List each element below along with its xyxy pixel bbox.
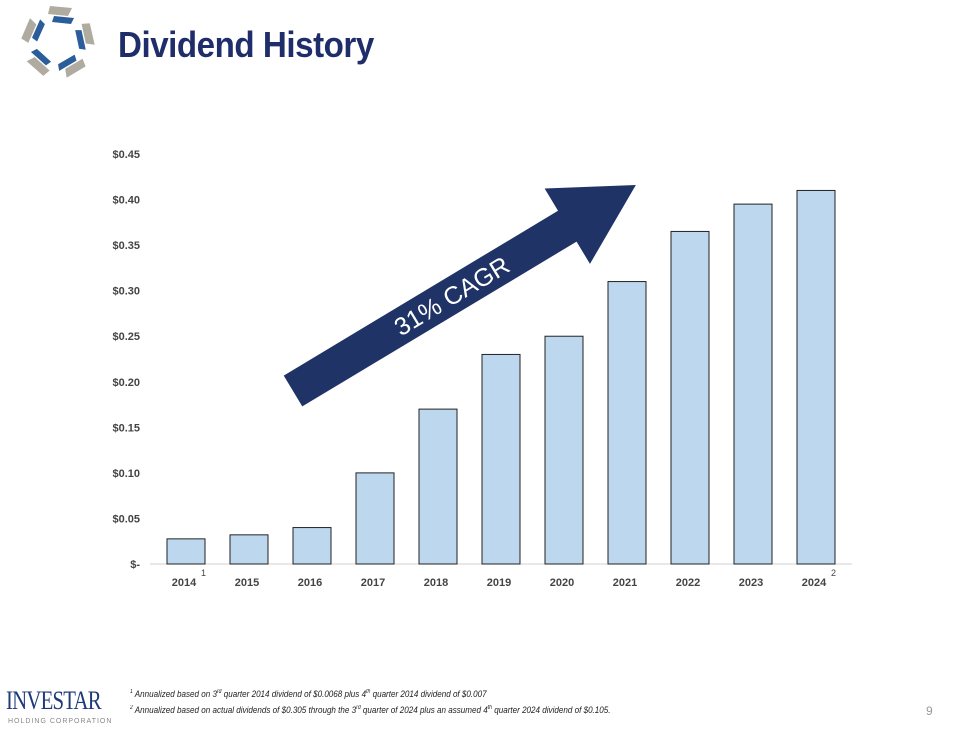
dividend-bar-chart: $- $0.05 $0.10 $0.15 $0.20 $0.25 $0.30 $0.35 $0.…	[112, 149, 852, 589]
bar-2020	[544, 335, 584, 565]
footer-brand-sub: HOLDING CORPORATION	[8, 718, 113, 725]
x-tick-label: 2016	[298, 577, 322, 589]
x-tick-label: 2015	[235, 577, 259, 589]
x-tick-label: 2019	[487, 577, 511, 589]
x-tick-label: 2021	[613, 577, 637, 589]
x-tick-label: 2022	[676, 577, 700, 589]
x-tick-label: 2018	[424, 577, 448, 589]
x-tick-label: 2023	[739, 577, 763, 589]
x-tick-label: 2024	[802, 577, 827, 589]
y-tick-label: $0.10	[112, 468, 140, 480]
footnote-num: 1	[130, 689, 133, 695]
y-tick-label: $0.15	[112, 422, 140, 434]
cagr-arrow: 31% CAGR	[283, 184, 636, 407]
bar-2017	[355, 472, 395, 565]
x-tick-label: 2020	[550, 577, 574, 589]
x-tick-label: 2014	[172, 577, 197, 589]
y-tick-label: $0.25	[112, 331, 140, 343]
y-tick-label: $0.40	[112, 195, 140, 207]
bar-2024	[796, 189, 836, 565]
y-tick-label: $0.30	[112, 286, 140, 298]
fn-text: quarter 2014 dividend of $0.0068 plus 4	[221, 689, 367, 700]
bar-2021	[607, 281, 647, 565]
fn-text: quarter 2014 dividend of $0.007	[370, 689, 487, 700]
footnote-num: 2	[130, 705, 133, 711]
footnote-1: 1 Annualized based on 3rd quarter 2014 d…	[130, 689, 487, 701]
arrow-shape	[283, 184, 636, 407]
bar-2022	[670, 230, 710, 565]
page-title: Dividend History	[118, 24, 374, 65]
fn-sup: rd	[216, 689, 222, 695]
x-tick-superscript: 2	[831, 568, 836, 578]
bar-2018	[418, 408, 458, 565]
bar-2014	[166, 538, 206, 565]
x-tick-label: 2017	[361, 577, 385, 589]
bar-2019	[481, 353, 521, 565]
fn-sup: th	[366, 689, 371, 695]
company-logo	[20, 6, 98, 81]
y-tick-label: $0.35	[112, 240, 140, 252]
y-tick-label: $0.20	[112, 377, 140, 389]
fn-text: Annualized based on 3	[134, 689, 217, 700]
bar-2015	[229, 534, 269, 565]
y-tick-label: $-	[130, 559, 140, 571]
bar-2016	[292, 527, 332, 565]
fn-sup: th	[487, 705, 492, 711]
fn-text: quarter 2024 dividend of $0.105.	[491, 705, 611, 716]
y-tick-label: $0.45	[112, 149, 140, 161]
bar-2023	[733, 203, 773, 565]
page-number: 9	[926, 704, 933, 718]
y-tick-label: $0.05	[112, 513, 140, 525]
cagr-label: 31% CAGR	[389, 251, 514, 342]
x-tick-superscript: 1	[201, 568, 206, 578]
fn-text: Annualized based on actual dividends of …	[134, 705, 357, 716]
footnote-2: 2 Annualized based on actual dividends o…	[130, 705, 611, 717]
fn-text: quarter of 2024 plus an assumed 4	[360, 705, 488, 716]
footer-brand-logo: INVESTAR	[6, 686, 102, 715]
fn-sup: rd	[356, 705, 361, 711]
